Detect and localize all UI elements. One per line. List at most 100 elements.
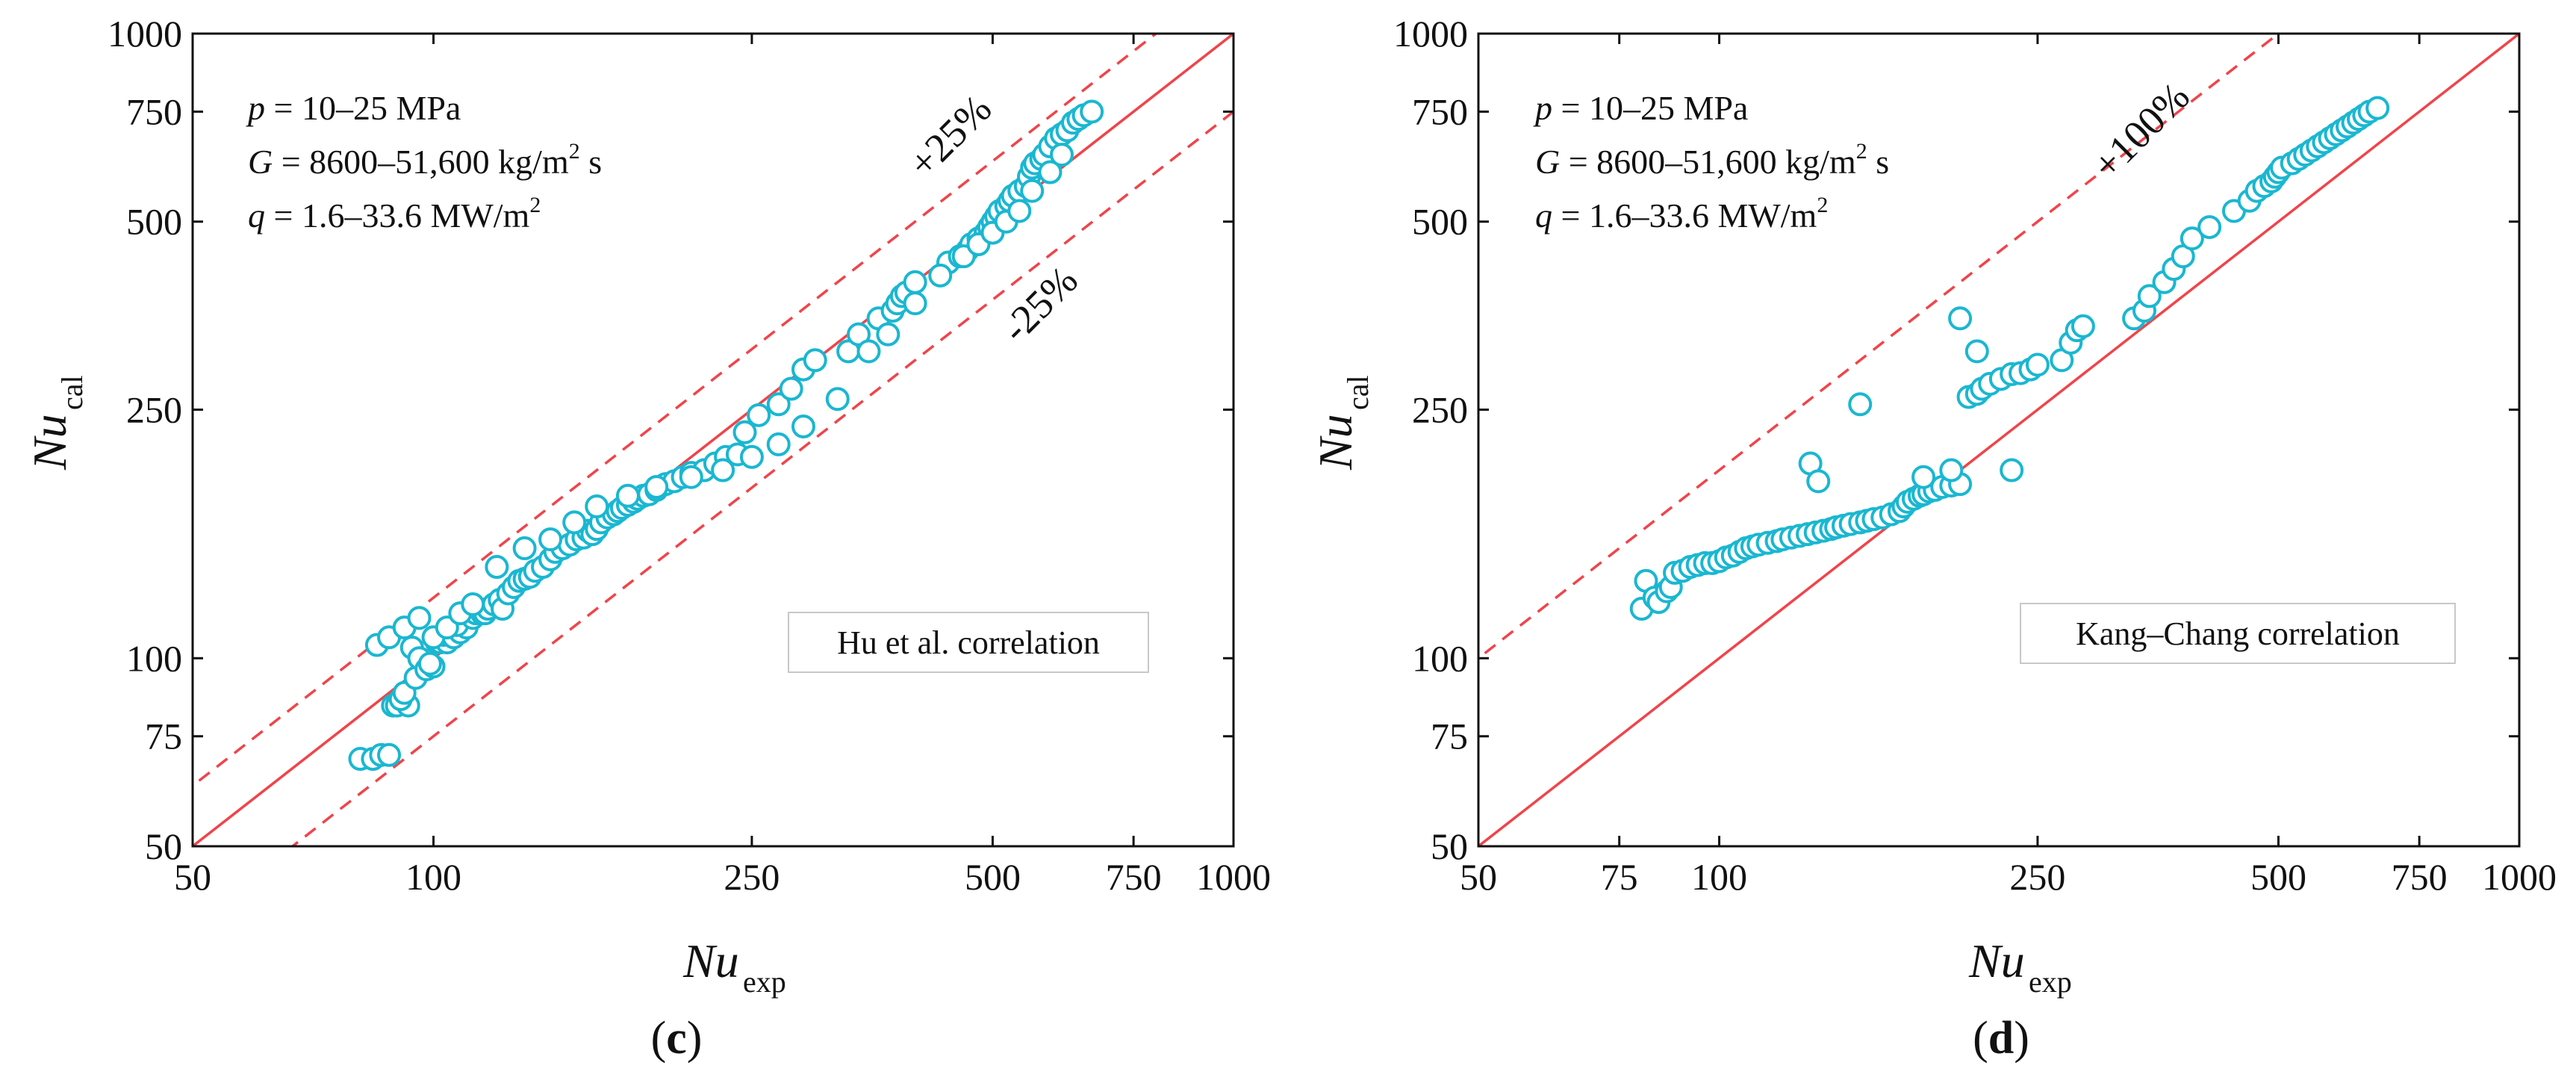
data-point (779, 376, 803, 401)
x-tick-label: 500 (2250, 856, 2306, 898)
y-tick-label: 250 (1412, 388, 1468, 430)
condition-G: G = 8600–51,600 kg/m2 s (248, 139, 602, 181)
data-point (1939, 458, 1964, 483)
y-tick-label: 1000 (1393, 13, 1468, 55)
data-point (615, 483, 640, 508)
legend-box (788, 612, 1149, 673)
data-point (1964, 339, 1989, 364)
data-point (512, 536, 537, 561)
x-tick-label: 250 (724, 856, 780, 898)
panel-caption: (d) (1973, 1013, 2029, 1064)
plot-frame (191, 32, 1235, 848)
data-point (585, 494, 609, 519)
y-axis-label: Nu (23, 414, 76, 471)
y-tick-label: 100 (126, 637, 182, 679)
upper-reference-line (1478, 34, 2281, 660)
data-point (903, 270, 927, 294)
y-tick-label: 750 (126, 90, 182, 132)
data-point (417, 651, 442, 676)
data-point (766, 392, 791, 417)
data-point (825, 387, 850, 412)
data-point (2137, 284, 2162, 308)
data-point (562, 510, 587, 535)
data-point (803, 348, 827, 373)
data-point (2365, 96, 2390, 120)
data-point (928, 263, 953, 288)
data-point (846, 322, 871, 347)
y-tick-label: 75 (145, 716, 182, 757)
data-point (377, 742, 402, 767)
data-point (407, 606, 432, 630)
x-tick-label: 250 (2009, 856, 2065, 898)
legend-box (2020, 603, 2456, 664)
x-tick-label: 100 (405, 856, 461, 898)
data-point (876, 322, 900, 347)
condition-p: p = 10–25 MPa (246, 89, 461, 127)
parity-reference-line (1478, 34, 2519, 846)
x-tick-label: 1000 (1196, 856, 1271, 898)
y-tick-label: 750 (1412, 90, 1468, 132)
y-tick-label: 500 (126, 201, 182, 243)
data-series (348, 99, 1104, 772)
data-point (2071, 314, 2095, 338)
data-point (2000, 458, 2024, 483)
data-point (538, 527, 563, 552)
x-axis-label: Nu (1968, 934, 2025, 987)
x-tick-label: 500 (965, 856, 1021, 898)
data-point (766, 432, 791, 456)
data-point (2180, 226, 2204, 251)
data-point (644, 474, 669, 499)
y-tick-label: 1000 (108, 13, 182, 55)
x-axis-label-subscript: exp (743, 965, 786, 999)
data-point (791, 414, 815, 438)
panel-d-chart: +100%50 75 100 250 500 750 1000507510025050075… (1309, 13, 2557, 1064)
condition-p: p = 10–25 MPa (1533, 89, 1748, 127)
data-point (1911, 465, 1936, 489)
data-point (461, 592, 485, 617)
x-tick-label: 75 (1601, 856, 1638, 898)
lower-reference-line (290, 110, 1233, 846)
x-axis-label: Nu (682, 934, 739, 987)
y-axis-label: Nu (1309, 414, 1362, 471)
data-point (711, 458, 735, 483)
data-point (903, 291, 927, 316)
data-point (485, 555, 509, 580)
data-series (1629, 96, 2390, 621)
data-point (1848, 392, 1873, 417)
y-tick-label: 500 (1412, 201, 1468, 243)
data-point (747, 403, 771, 427)
y-axis-label-subscript: cal (55, 375, 89, 410)
data-point (2025, 353, 2050, 377)
x-tick-label: 100 (1691, 856, 1747, 898)
condition-q: q = 1.6–33.6 MW/m2 (248, 193, 541, 235)
y-tick-label: 50 (1431, 825, 1468, 867)
plot-frame (1477, 32, 2521, 848)
legend-text: Kang–Chang correlation (2076, 615, 2400, 652)
y-tick-label: 100 (1412, 637, 1468, 679)
data-point (1080, 99, 1104, 124)
data-point (856, 339, 881, 364)
data-point (679, 465, 703, 489)
x-tick-label: 1000 (2482, 856, 2557, 898)
data-point (1020, 179, 1045, 203)
y-tick-label: 75 (1431, 716, 1468, 757)
y-tick-label: 250 (126, 388, 182, 430)
x-axis-label-subscript: exp (2029, 965, 2072, 999)
data-point (739, 444, 764, 469)
panel-caption: (c) (651, 1013, 703, 1064)
parity-reference-line (193, 34, 1233, 846)
data-point (1038, 160, 1063, 184)
legend-text: Hu et al. correlation (837, 624, 1100, 661)
y-axis-label-subscript: cal (1341, 375, 1375, 410)
data-point (1948, 306, 1973, 331)
condition-G: G = 8600–51,600 kg/m2 s (1535, 139, 1889, 181)
data-point (2197, 215, 2222, 240)
upper-reference-line (193, 34, 1159, 788)
x-tick-label: 50 (1460, 856, 1497, 898)
data-point (1007, 199, 1032, 223)
data-point (732, 420, 757, 444)
data-point (1049, 143, 1074, 167)
x-tick-label: 750 (2392, 856, 2448, 898)
y-tick-label: 50 (145, 825, 182, 867)
x-tick-label: 750 (1106, 856, 1162, 898)
